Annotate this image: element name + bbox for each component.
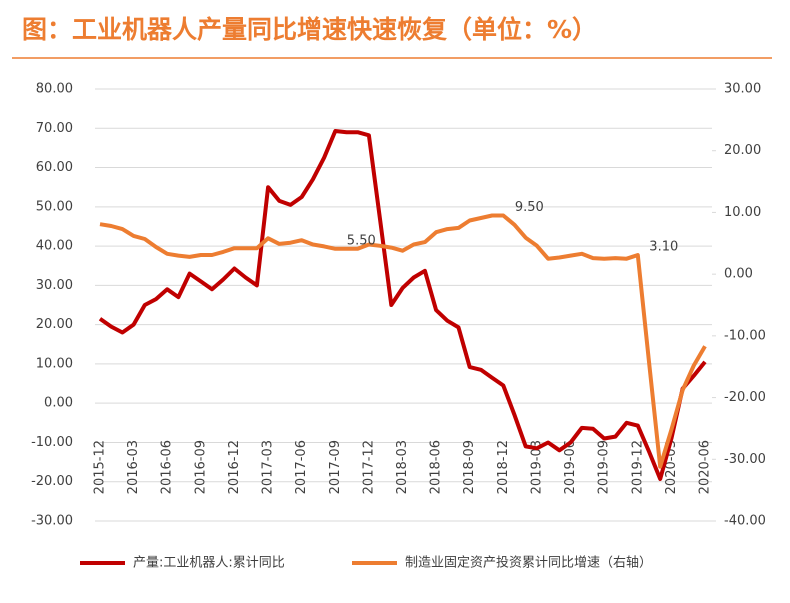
y-tick-label: 80.00	[36, 82, 73, 97]
y2-tick-label: 30.00	[724, 82, 761, 97]
y2-tick-label: -30.00	[724, 452, 766, 467]
x-tick-label: 2019-03	[529, 440, 544, 494]
legend-label: 制造业固定资产投资累计同比增速（右轴）	[405, 555, 652, 571]
y2-tick-label: -20.00	[724, 390, 766, 405]
y2-tick-label: -40.00	[724, 514, 766, 529]
x-tick-label: 2016-06	[160, 440, 175, 494]
y-tick-label: 10.00	[36, 356, 73, 371]
y2-tick-label: -10.00	[724, 328, 766, 343]
series-line	[99, 213, 707, 469]
x-tick-label: 2018-09	[462, 440, 477, 494]
legend-label: 产量:工业机器人:累计同比	[133, 556, 285, 571]
x-tick-label: 2017-03	[261, 440, 276, 494]
annotation: 9.50	[515, 200, 544, 215]
y-tick-label: 70.00	[36, 121, 73, 136]
y-tick-label: 50.00	[36, 199, 73, 214]
x-tick-label: 2017-06	[294, 440, 309, 494]
y-tick-label: -10.00	[31, 435, 73, 450]
annotation: 3.10	[649, 240, 678, 255]
y2-tick-label: 0.00	[724, 267, 753, 282]
y2-tick-label: 20.00	[724, 143, 761, 158]
y-tick-label: 40.00	[36, 239, 73, 254]
x-tick-label: 2015-12	[93, 440, 108, 494]
x-tick-label: 2019-06	[563, 440, 578, 494]
annotation: 5.50	[347, 233, 376, 248]
x-tick-label: 2018-06	[429, 440, 444, 494]
y2-tick-label: 10.00	[724, 205, 761, 220]
x-tick-label: 2020-06	[698, 440, 713, 494]
x-tick-label: 2017-12	[361, 440, 376, 494]
y-tick-label: 60.00	[36, 160, 73, 175]
x-tick-label: 2017-09	[328, 440, 343, 494]
y-tick-label: 20.00	[36, 317, 73, 332]
y-tick-label: -30.00	[31, 514, 73, 529]
x-tick-label: 2018-03	[395, 440, 410, 494]
y-tick-label: 30.00	[36, 278, 73, 293]
x-tick-label: 2016-12	[227, 440, 242, 494]
y-tick-label: 0.00	[44, 396, 73, 411]
chart-title: 图：工业机器人产量同比增速快速恢复（单位：%）	[22, 15, 597, 44]
y-tick-label: -20.00	[31, 474, 73, 489]
x-tick-label: 2016-03	[126, 440, 141, 494]
x-tick-label: 2019-12	[630, 440, 645, 494]
series-line	[98, 129, 707, 481]
x-tick-label: 2019-09	[597, 440, 612, 494]
x-tick-label: 2016-09	[193, 440, 208, 494]
x-tick-label: 2018-12	[496, 440, 511, 494]
